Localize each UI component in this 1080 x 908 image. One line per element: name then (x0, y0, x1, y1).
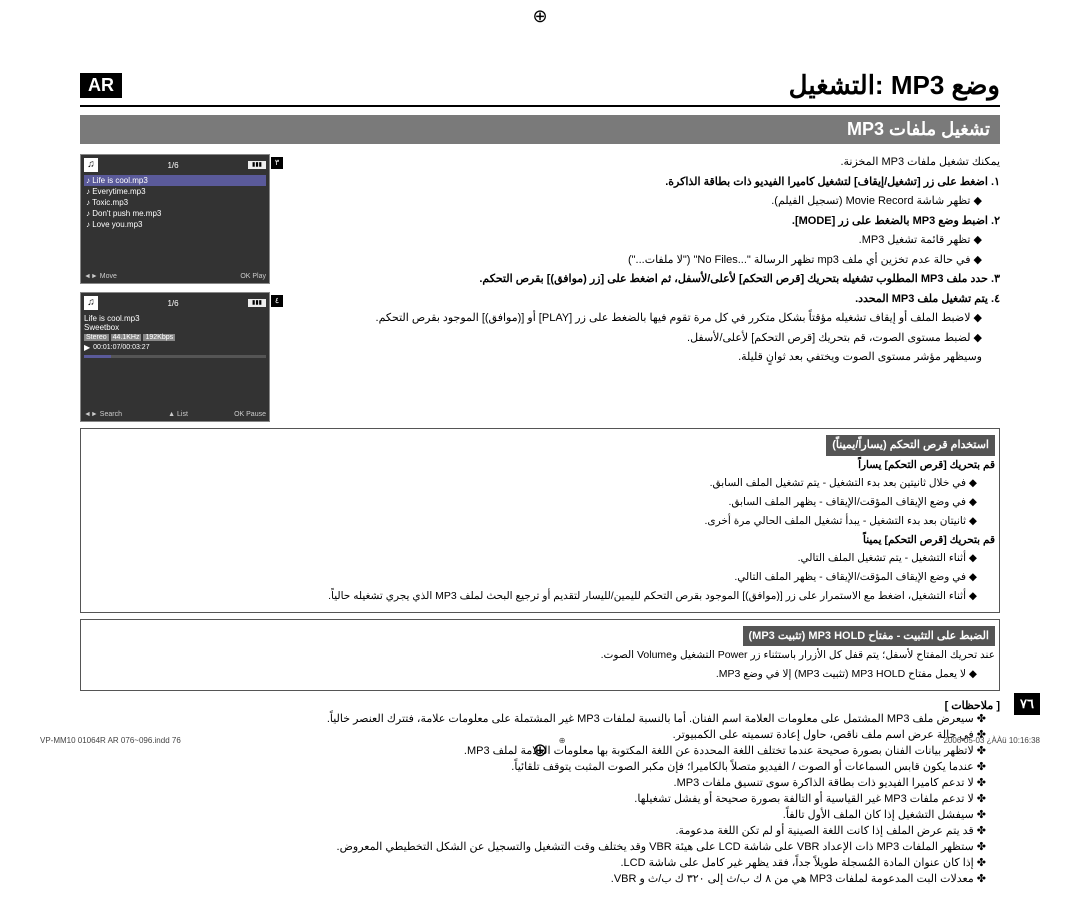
box-line: ◆ أثناء التشغيل، اضغط مع الاستمرار على ز… (85, 589, 977, 605)
battery-icon: ▮▮▮ (248, 299, 266, 307)
control-dial-box: استخدام قرص التحكم (يساراً/يميناً) قم بت… (80, 428, 1000, 613)
footer-move: ◄► Move (84, 273, 117, 280)
audio-tag: 192Kbps (143, 334, 175, 341)
note-item: ✤ إذا كان عنوان المادة المُسجلة طويلاً ج… (80, 856, 986, 869)
note-item: ✤ ستظهر الملفات MP3 ذات الإعداد VBR على … (80, 840, 986, 853)
box-title-1: استخدام قرص التحكم (يساراً/يميناً) (826, 435, 995, 456)
language-badge: AR (80, 73, 122, 98)
box-line: ◆ في وضع الإيقاف المؤقت/الإيقاف - يظهر ا… (85, 570, 977, 586)
page-title: وضع MP3 :التشغيل (789, 70, 1000, 101)
notes-title: [ ملاحظات ] (80, 699, 1000, 712)
footer-pause: OK Pause (234, 411, 266, 418)
track-title: Life is cool.mp3 (84, 314, 266, 323)
box-line: ◆ لا يعمل مفتاح MP3 HOLD (تثبيت MP3) إلا… (85, 667, 977, 683)
screenshots-column: ٣ ♫ 1/6 ▮▮▮ ♪ Life is cool.mp3 ♪ Everyti… (80, 154, 280, 422)
list-item: ♪ Toxic.mp3 (84, 197, 266, 208)
box-line: عند تحريك المفتاح لأسفل؛ يتم قفل كل الأز… (85, 648, 995, 664)
step-4-sub1: ◆ لاضبط الملف أو إيقاف تشغيله مؤقتاً بشك… (292, 310, 982, 327)
content-row: يمكنك تشغيل ملفات MP3 المخزنة. ١. اضغط ع… (80, 154, 1000, 422)
note-item: ✤ معدلات البت المدعومة لملفات MP3 هي من … (80, 872, 986, 885)
screen-badge-2: ٤ (271, 295, 283, 307)
device-screen-1: ٣ ♫ 1/6 ▮▮▮ ♪ Life is cool.mp3 ♪ Everyti… (80, 154, 270, 284)
box-line: ◆ ثانيتان بعد بدء التشغيل - يبدأ تشغيل ا… (85, 514, 977, 530)
track-artist: Sweetbox (84, 323, 266, 332)
list-item: ♪ Love you.mp3 (84, 219, 266, 230)
intro-text: يمكنك تشغيل ملفات MP3 المخزنة. (292, 154, 1000, 171)
note-item: ✤ سيعرض ملف MP3 المشتمل على معلومات العل… (80, 712, 986, 725)
box-title-2: الضبط على التثبيت - مفتاح MP3 HOLD (تثبي… (743, 626, 996, 647)
notes-section: [ ملاحظات ] ✤ سيعرض ملف MP3 المشتمل على … (80, 699, 1000, 885)
list-item: ♪ Everytime.mp3 (84, 186, 266, 197)
audio-tag: Stereo (84, 334, 109, 341)
time-display: 00:01:07/00:03:27 (93, 344, 149, 351)
step-1: ١. اضغط على زر [تشغيل/إيقاف] لتشغيل كامي… (292, 174, 1000, 191)
step-2: ٢. اضبط وضع MP3 بالضغط على زر [MODE]. (292, 213, 1000, 230)
audio-tag: 44.1KHz (111, 334, 142, 341)
instructions-column: يمكنك تشغيل ملفات MP3 المخزنة. ١. اضغط ع… (292, 154, 1000, 422)
list-item: ♪ Don't push me.mp3 (84, 208, 266, 219)
page-container: وضع MP3 :التشغيل AR تشغيل ملفات MP3 يمكن… (40, 0, 1040, 908)
footer-play: OK Play (240, 273, 266, 280)
note-item: ✤ لا تدعم ملفات MP3 غير القياسية أو التا… (80, 792, 986, 805)
note-item: ✤ لاتظهر بيانات الفنان بصورة صحيحة عندما… (80, 744, 986, 757)
hold-switch-box: الضبط على التثبيت - مفتاح MP3 HOLD (تثبي… (80, 619, 1000, 691)
footer-list: ▲ List (168, 411, 188, 418)
print-footer: VP-MM10 01064R AR 076~096.indd 76 ⊕ 2006… (40, 736, 1040, 745)
box-heading: قم بتحريك [قرص التحكم] يساراً (85, 458, 995, 474)
battery-icon: ▮▮▮ (248, 161, 266, 169)
note-item: ✤ لا تدعم كاميرا الفيديو ذات بطاقة الذاك… (80, 776, 986, 789)
step-4-sub2: ◆ لضبط مستوى الصوت، قم بتحريك [قرص التحك… (292, 330, 982, 347)
file-counter: 1/6 (167, 299, 178, 308)
footer-search: ◄► Search (84, 411, 122, 418)
box-heading: قم بتحريك [قرص التحكم] يميناً (85, 533, 995, 549)
file-counter: 1/6 (167, 161, 178, 170)
device-screen-2: ٤ ♫ 1/6 ▮▮▮ Life is cool.mp3 Sweetbox St… (80, 292, 270, 422)
step-1-sub: ◆ تظهر شاشة Movie Record (تسجيل الفيلم). (292, 193, 982, 210)
step-2-sub2: ◆ في حالة عدم تخزين أي ملف mp3 تظهر الرس… (292, 252, 982, 269)
note-item: ✤ سيفشل التشغيل إذا كان الملف الأول تالف… (80, 808, 986, 821)
header-row: وضع MP3 :التشغيل AR (80, 70, 1000, 107)
footer-date: 2006-05-03 ¿ÀÀü 10:16:38 (943, 736, 1040, 745)
music-icon: ♫ (84, 158, 98, 172)
music-icon: ♫ (84, 296, 98, 310)
note-item: ✤ عندما يكون قابس السماعات أو الصوت / ال… (80, 760, 986, 773)
progress-bar (84, 355, 266, 358)
play-icon: ▶ (84, 343, 90, 352)
file-list: ♪ Life is cool.mp3 ♪ Everytime.mp3 ♪ Tox… (84, 175, 266, 230)
step-4-sub3: وسيظهر مؤشر مستوى الصوت ويختفي بعد ثوانٍ… (292, 349, 982, 366)
note-item: ✤ قد يتم عرض الملف إذا كانت اللغة الصيني… (80, 824, 986, 837)
list-item: ♪ Life is cool.mp3 (84, 175, 266, 186)
page-number: ٧٦ (1014, 693, 1040, 715)
footer-file: VP-MM10 01064R AR 076~096.indd 76 (40, 736, 181, 745)
box-line: ◆ في وضع الإيقاف المؤقت/الإيقاف - يظهر ا… (85, 495, 977, 511)
section-title-bar: تشغيل ملفات MP3 (80, 115, 1000, 144)
step-2-sub1: ◆ تظهر قائمة تشغيل MP3. (292, 232, 982, 249)
screen-badge-1: ٣ (271, 157, 283, 169)
step-3: ٣. حدد ملف MP3 المطلوب تشغيله بتحريك [قر… (292, 271, 1000, 288)
step-4: ٤. يتم تشغيل ملف MP3 المحدد. (292, 291, 1000, 308)
box-line: ◆ أثناء التشغيل - يتم تشغيل الملف التالي… (85, 551, 977, 567)
box-line: ◆ في خلال ثانيتين بعد بدء التشغيل - يتم … (85, 476, 977, 492)
